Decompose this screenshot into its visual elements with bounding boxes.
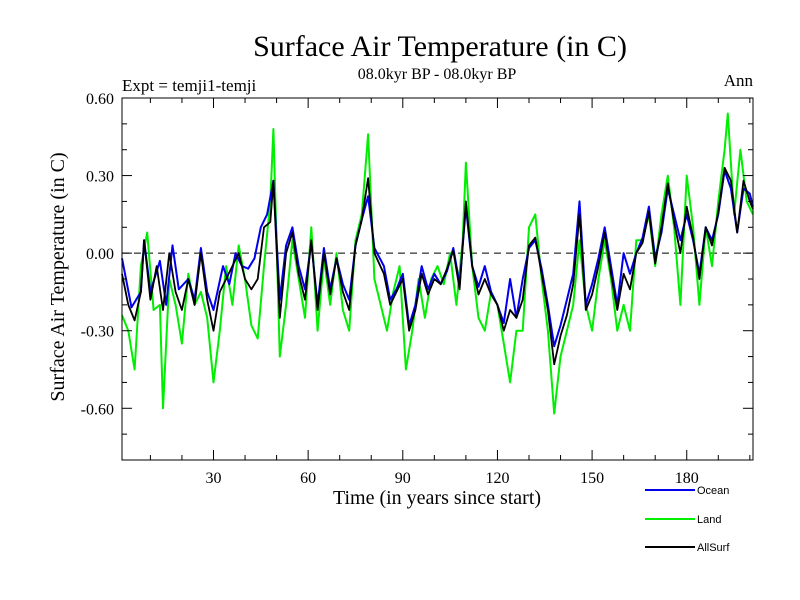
x-tick-label: 120: [485, 470, 509, 487]
legend-label-allsurf: AllSurf: [697, 542, 730, 554]
y-tick-label: 0.00: [86, 246, 114, 263]
legend-label-land: Land: [697, 514, 721, 526]
chart-subtitle: 08.0kyr BP - 08.0kyr BP: [358, 66, 517, 83]
chart-title: Surface Air Temperature (in C): [253, 30, 627, 63]
axis-tick-labels: 0.60 0.30 0.00 -0.30 -0.60 30 60 90 120 150 180: [81, 91, 699, 487]
x-tick-label: 180: [675, 470, 699, 487]
x-axis-label: Time (in years since start): [333, 487, 541, 509]
legend: Ocean Land AllSurf: [645, 485, 730, 554]
x-tick-label: 90: [395, 470, 411, 487]
legend-label-ocean: Ocean: [697, 485, 729, 497]
period-label: Ann: [724, 71, 754, 90]
y-tick-label: -0.30: [81, 324, 114, 341]
x-tick-label: 60: [300, 470, 316, 487]
x-tick-label: 150: [580, 470, 604, 487]
series-line-land: [121, 112, 754, 415]
y-axis-label: Surface Air Temperature (in C): [47, 152, 69, 401]
plot-lines: [121, 112, 754, 415]
y-tick-label: 0.30: [86, 169, 114, 186]
x-tick-label: 30: [205, 470, 221, 487]
y-tick-label: 0.60: [86, 91, 114, 108]
experiment-label: Expt = temji1-temji: [122, 76, 257, 95]
series-line-ocean: [121, 169, 754, 348]
axis-ticks: [122, 97, 753, 461]
series-line-allsurf: [121, 166, 754, 366]
y-tick-label: -0.60: [81, 401, 114, 418]
